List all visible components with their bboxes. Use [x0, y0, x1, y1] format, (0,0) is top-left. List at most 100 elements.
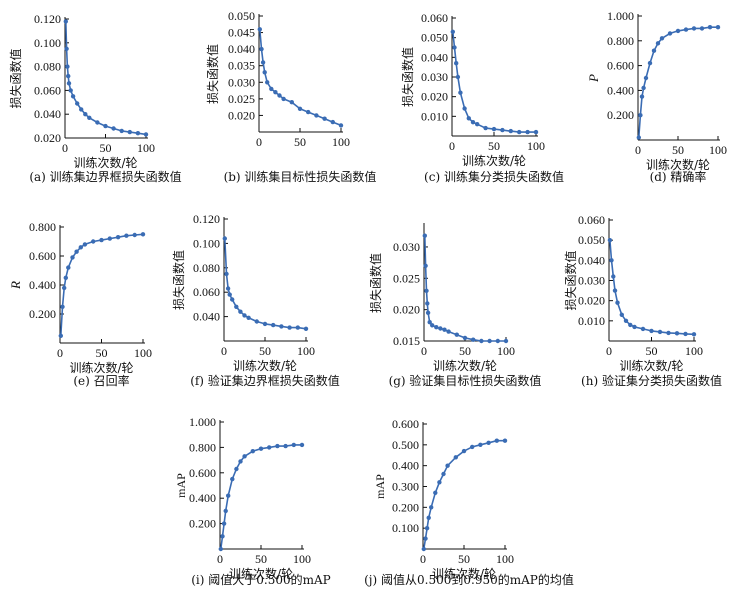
- chart-caption: (h) 验证集分类损失函数值: [581, 373, 722, 388]
- data-point: [218, 546, 223, 552]
- data-point: [715, 25, 721, 30]
- data-point: [124, 233, 129, 238]
- data-point: [63, 275, 68, 280]
- data-point: [433, 490, 438, 495]
- series-line: [220, 444, 302, 550]
- data-point: [462, 335, 468, 341]
- data-point: [82, 242, 88, 247]
- data-point: [281, 96, 286, 102]
- data-point: [478, 442, 483, 447]
- x-axis-label: 训练次数/轮: [73, 155, 137, 170]
- data-point: [242, 454, 247, 459]
- data-point: [99, 237, 104, 243]
- chart-caption: (i) 阈值大于0.500的mAP: [191, 572, 331, 587]
- data-point: [691, 332, 697, 337]
- x-tick-label: 50: [259, 344, 271, 358]
- data-point: [453, 455, 458, 460]
- x-tick-label: 0: [420, 552, 426, 566]
- data-point: [508, 128, 513, 134]
- data-point: [659, 36, 665, 41]
- data-point: [127, 129, 132, 135]
- data-point: [422, 233, 427, 238]
- y-tick-label: 0.025: [393, 271, 420, 285]
- data-point: [115, 235, 121, 240]
- y-tick-label: 0.040: [421, 50, 448, 64]
- x-tick-label: 100: [297, 344, 315, 358]
- series-line: [65, 21, 147, 136]
- chart-g: 0 50 100 0.015 0.020 0.025 0.030 损失函数值训练次数/轮(g)…: [368, 223, 541, 388]
- x-tick-label: 50: [255, 552, 267, 566]
- data-point: [291, 442, 296, 448]
- data-point: [260, 60, 266, 65]
- x-tick-label: 50: [646, 344, 658, 358]
- data-point: [277, 93, 282, 98]
- y-tick-label: 0.600: [607, 59, 634, 73]
- x-tick-label: 100: [527, 139, 545, 153]
- data-point: [242, 313, 247, 318]
- data-point: [442, 327, 447, 332]
- x-tick-label: 0: [606, 344, 612, 358]
- y-tick-label: 1.000: [607, 9, 634, 23]
- y-tick-label: 0.200: [607, 108, 634, 122]
- x-tick-label: 0: [256, 135, 262, 149]
- data-point: [262, 321, 268, 327]
- data-point: [466, 116, 471, 121]
- data-point: [455, 74, 461, 80]
- chart-caption: (b) 训练集目标性损失函数值: [224, 169, 377, 184]
- chart-caption: (a) 训练集边界框损失函数值: [29, 169, 181, 184]
- data-point: [502, 438, 508, 443]
- y-tick-label: 0.080: [34, 60, 61, 74]
- chart-e: 0 50 100 0.200 0.400 0.600 0.800 R 训练次数/轮(e) 召回率: [8, 220, 152, 388]
- data-point: [641, 85, 646, 91]
- data-point: [623, 318, 629, 323]
- data-point: [707, 25, 713, 30]
- y-tick-label: 0.400: [29, 278, 56, 292]
- y-tick-label: 0.030: [393, 240, 420, 254]
- data-point: [238, 459, 243, 464]
- x-tick-label: 0: [57, 346, 63, 360]
- data-point: [262, 70, 267, 75]
- series-line: [60, 233, 144, 336]
- data-point: [66, 73, 71, 79]
- data-point: [132, 232, 137, 238]
- data-point: [430, 323, 435, 328]
- data-point: [651, 48, 657, 53]
- y-tick-label: 0.400: [189, 491, 216, 505]
- series-line: [224, 238, 307, 330]
- x-tick-label: 50: [488, 139, 500, 153]
- series-line: [638, 26, 718, 138]
- data-point: [437, 480, 442, 485]
- chart-c: 0 50 100 0.010 0.020 0.030 0.040 0.050 0.060 损失函数…: [400, 11, 564, 184]
- y-tick-label: 0.010: [578, 314, 605, 328]
- y-axis-label: P: [586, 74, 601, 83]
- data-point: [258, 446, 264, 451]
- data-point: [221, 521, 227, 526]
- chart-b: 0 50 100 0.020 0.025 0.030 0.035 0.040 0.045 0.05…: [205, 9, 376, 184]
- data-point: [271, 322, 276, 328]
- y-tick-label: 0.400: [607, 83, 634, 97]
- data-point: [63, 19, 68, 24]
- data-point: [454, 332, 459, 337]
- data-point: [295, 325, 300, 330]
- data-point: [297, 106, 303, 112]
- chart-a: 0 50 100 0.020 0.040 0.060 0.080 0.100 0.120 损失函数…: [8, 12, 182, 184]
- data-point: [267, 445, 272, 450]
- data-point: [425, 301, 430, 306]
- y-tick-label: 0.600: [189, 466, 216, 480]
- data-point: [91, 239, 96, 244]
- data-point: [230, 297, 235, 302]
- data-point: [111, 126, 116, 131]
- data-point: [257, 27, 262, 32]
- data-point: [66, 81, 72, 86]
- y-tick-label: 0.200: [189, 517, 216, 531]
- chart-caption: (d) 精确率: [650, 169, 707, 184]
- data-point: [429, 505, 434, 510]
- y-tick-label: 0.020: [421, 90, 448, 104]
- data-point: [289, 100, 294, 105]
- data-point: [250, 449, 255, 454]
- y-tick-label: 0.050: [228, 9, 255, 23]
- series-line: [609, 240, 695, 336]
- data-point: [78, 245, 84, 250]
- x-tick-label: 50: [294, 135, 306, 149]
- data-point: [424, 288, 429, 293]
